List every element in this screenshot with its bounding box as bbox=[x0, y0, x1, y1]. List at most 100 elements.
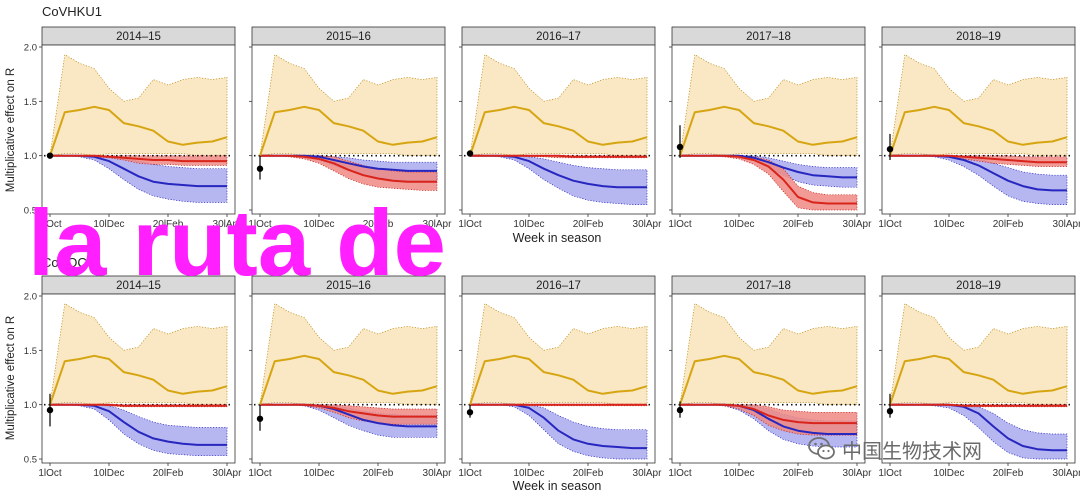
y-tick-label: 1.5 bbox=[24, 97, 37, 108]
panel-title: 2018–19 bbox=[956, 31, 1001, 43]
blue-ci-ribbon bbox=[680, 155, 858, 188]
panel-4: 2017–18 1lOct 10lDec 20lFeb 30lApr bbox=[668, 26, 873, 230]
gold-ci-ribbon bbox=[469, 54, 648, 157]
x-tick-label: 20lFeb bbox=[363, 219, 394, 230]
point-estimate bbox=[46, 406, 54, 414]
point-estimate bbox=[676, 406, 684, 414]
x-tick-label: 30lApr bbox=[633, 468, 663, 479]
x-tick-label: 30lApr bbox=[633, 219, 663, 230]
panel-1: 2014–15 1lOct 10lDec 20lFeb 30lApr 0.5 1.0 1.5 2… bbox=[24, 275, 243, 479]
x-tick-label: 10lDec bbox=[303, 468, 334, 479]
panel-title: 2015–16 bbox=[326, 31, 371, 43]
panel-4: 2017–18 1lOct 10lDec 20lFeb 30lApr bbox=[668, 275, 873, 479]
point-estimate bbox=[676, 143, 684, 151]
x-tick-label: 20lFeb bbox=[783, 219, 814, 230]
x-tick-label: 20lFeb bbox=[993, 468, 1024, 479]
y-tick-label: 0.5 bbox=[24, 455, 37, 466]
panel-title: 2014–15 bbox=[116, 280, 161, 292]
chart-title: CoVOC4 bbox=[42, 255, 94, 270]
gold-ci-ribbon bbox=[49, 54, 228, 157]
y-axis-label: Multiplicative effect on R bbox=[5, 316, 17, 440]
red-series-line bbox=[50, 154, 227, 163]
gold-series-line bbox=[889, 105, 1068, 157]
panel-1: 2014–15 1lOct 10lDec 20lFeb 30lApr 0.5 1.0 1.5 2… bbox=[24, 26, 243, 230]
x-tick-label: 10lDec bbox=[933, 219, 964, 230]
x-tick-label: 20lFeb bbox=[993, 219, 1024, 230]
x-tick-label: 1lOct bbox=[458, 219, 482, 230]
panel-2: 2015–16 1lOct 10lDec 20lFeb 30lApr bbox=[248, 275, 453, 479]
panel-title: 2018–19 bbox=[956, 280, 1001, 292]
gold-ci-ribbon bbox=[259, 303, 438, 406]
gold-series-line bbox=[469, 354, 648, 406]
x-tick-label: 1lOct bbox=[878, 468, 902, 479]
gold-series-line bbox=[49, 105, 228, 157]
gold-series-line bbox=[469, 105, 648, 157]
point-estimate bbox=[256, 165, 264, 172]
x-tick-label: 30lApr bbox=[213, 219, 243, 230]
gold-ci-ribbon bbox=[679, 303, 858, 406]
panel-title: 2016–17 bbox=[536, 280, 581, 292]
y-tick-label: 1.0 bbox=[24, 151, 37, 162]
x-tick-label: 10lDec bbox=[93, 468, 124, 479]
x-tick-label: 20lFeb bbox=[573, 468, 604, 479]
x-tick-label: 1lOct bbox=[38, 468, 62, 479]
gold-series-line bbox=[679, 105, 858, 157]
watermark-text: la ruta de bbox=[28, 190, 446, 295]
panel-title: 2017–18 bbox=[746, 31, 791, 43]
wechat-logo: 中国生物技术网 bbox=[808, 432, 982, 466]
red-series-line bbox=[470, 154, 647, 158]
x-tick-label: 30lApr bbox=[423, 219, 453, 230]
gold-ci-ribbon bbox=[889, 303, 1068, 406]
gold-ci-ribbon bbox=[889, 54, 1068, 157]
x-tick-label: 10lDec bbox=[93, 219, 124, 230]
x-tick-label: 30lApr bbox=[1053, 468, 1080, 479]
x-tick-label: 20lFeb bbox=[153, 468, 184, 479]
x-tick-label: 10lDec bbox=[303, 219, 334, 230]
x-tick-label: 10lDec bbox=[933, 468, 964, 479]
logo-text: 中国生物技术网 bbox=[842, 438, 982, 463]
chart-title: CoVHKU1 bbox=[42, 4, 102, 19]
red-series-line bbox=[680, 154, 857, 205]
red-series-line bbox=[260, 154, 437, 183]
red-series-line bbox=[680, 403, 857, 425]
panel-2: 2015–16 1lOct 10lDec 20lFeb 30lApr bbox=[248, 26, 453, 230]
y-tick-label: 0.5 bbox=[24, 206, 37, 217]
gold-ci-ribbon bbox=[49, 303, 228, 406]
panel-title: 2015–16 bbox=[326, 280, 371, 292]
panel-title: 2017–18 bbox=[746, 280, 791, 292]
x-tick-label: 20lFeb bbox=[363, 468, 394, 479]
gold-series-line bbox=[49, 354, 228, 406]
x-tick-label: 1lOct bbox=[38, 219, 62, 230]
x-tick-label: 30lApr bbox=[423, 468, 453, 479]
panel-3: 2016–17 1lOct 10lDec 20lFeb 30lApr bbox=[458, 275, 663, 479]
x-tick-label: 1lOct bbox=[458, 468, 482, 479]
gold-series-line bbox=[259, 354, 438, 406]
x-tick-label: 30lApr bbox=[213, 468, 243, 479]
red-series-line bbox=[890, 154, 1067, 164]
panel-3: 2016–17 1lOct 10lDec 20lFeb 30lApr bbox=[458, 26, 663, 230]
x-tick-label: 30lApr bbox=[843, 468, 873, 479]
x-axis-label: Week in season bbox=[513, 479, 602, 493]
x-tick-label: 1lOct bbox=[248, 219, 272, 230]
gold-ci-ribbon bbox=[469, 303, 648, 406]
x-tick-label: 1lOct bbox=[668, 468, 692, 479]
x-tick-label: 20lFeb bbox=[573, 219, 604, 230]
red-ci-ribbon bbox=[260, 155, 438, 191]
x-tick-label: 30lApr bbox=[1053, 219, 1080, 230]
panel-title: 2016–17 bbox=[536, 31, 581, 43]
x-tick-label: 1lOct bbox=[668, 219, 692, 230]
x-tick-label: 20lFeb bbox=[783, 468, 814, 479]
gold-ci-ribbon bbox=[259, 54, 438, 157]
red-series-line bbox=[890, 403, 1067, 407]
wechat-icon bbox=[808, 437, 835, 460]
x-tick-label: 10lDec bbox=[723, 219, 754, 230]
y-tick-label: 2.0 bbox=[24, 43, 37, 54]
panel-title: 2014–15 bbox=[116, 31, 161, 43]
x-tick-label: 1lOct bbox=[248, 468, 272, 479]
x-tick-label: 30lApr bbox=[843, 219, 873, 230]
x-tick-label: 1lOct bbox=[878, 219, 902, 230]
point-estimate bbox=[886, 407, 894, 415]
gold-series-line bbox=[889, 354, 1068, 406]
point-estimate bbox=[256, 415, 264, 422]
x-tick-label: 20lFeb bbox=[153, 219, 184, 230]
